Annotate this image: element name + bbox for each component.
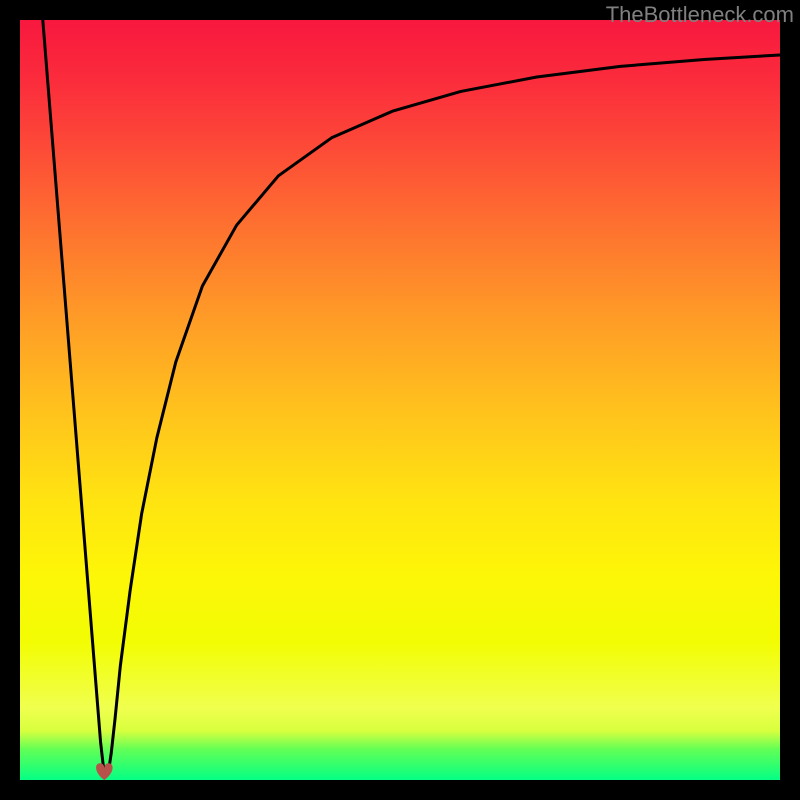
bottleneck-chart	[0, 0, 800, 800]
chart-container: TheBottleneck.com	[0, 0, 800, 800]
plot-background	[20, 20, 780, 780]
watermark-text: TheBottleneck.com	[606, 2, 794, 28]
